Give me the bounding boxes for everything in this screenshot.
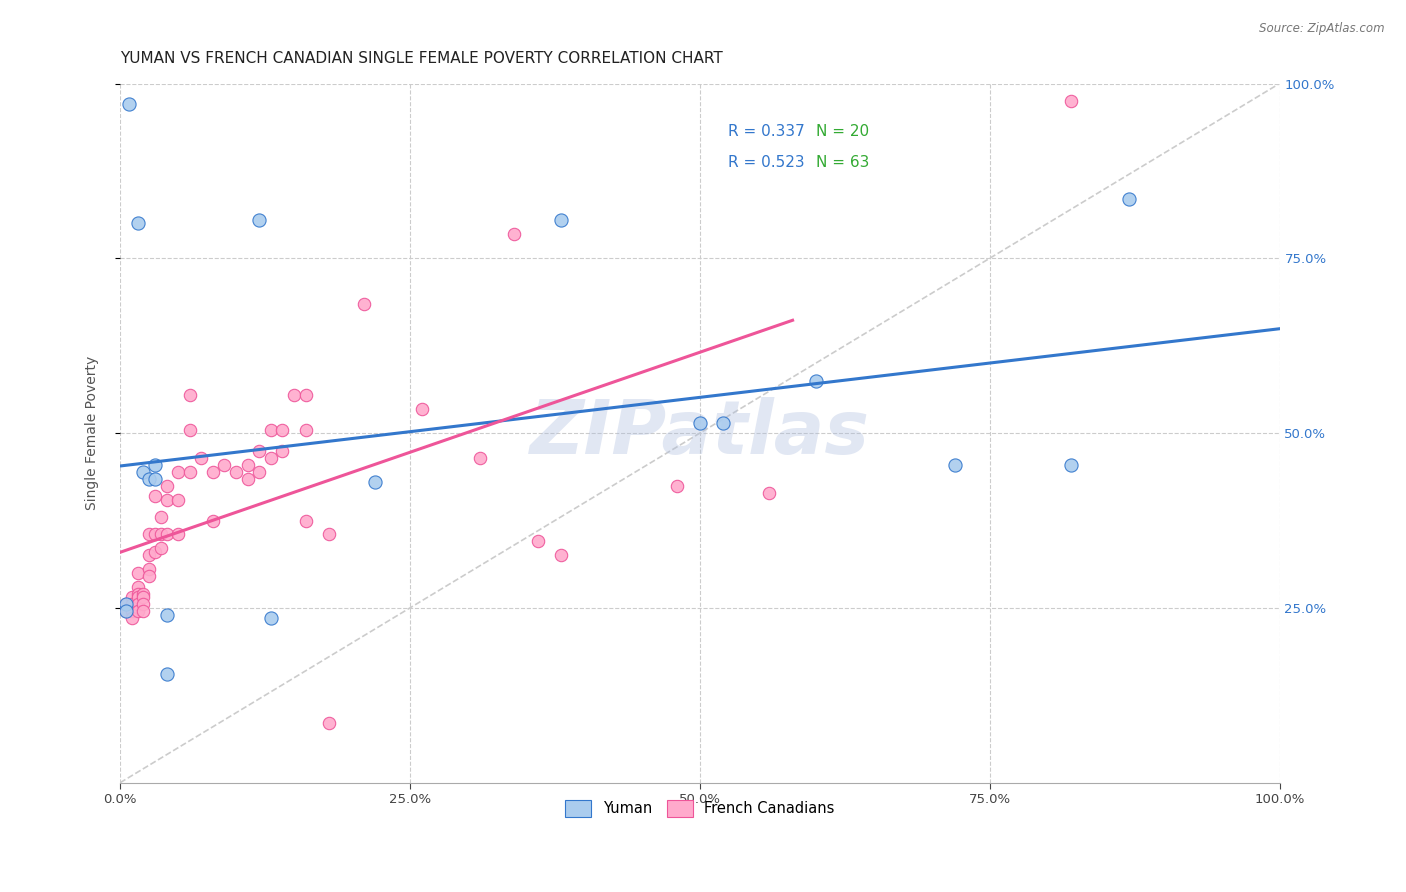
Point [318,527,340,541]
Point [294,514,316,528]
Point [118,97,141,112]
Point [550,549,572,563]
Text: R = 0.337: R = 0.337 [728,124,804,139]
Text: ZIPatlas: ZIPatlas [530,397,870,469]
Point [143,458,166,472]
Point [294,387,316,401]
Point [143,489,166,503]
Point [155,478,177,492]
Point [115,598,138,612]
Point [236,458,259,472]
Point [364,475,387,489]
Point [526,534,548,549]
Point [127,598,149,612]
Point [115,604,138,618]
Point [179,423,201,437]
Point [132,465,155,479]
Point [804,374,827,388]
Text: Source: ZipAtlas.com: Source: ZipAtlas.com [1260,22,1385,36]
Point [190,450,212,465]
Point [1060,458,1083,472]
Text: N = 63: N = 63 [817,155,870,170]
Text: N = 20: N = 20 [817,124,869,139]
Point [260,450,283,465]
Point [283,387,305,401]
Point [271,443,294,458]
Point [247,212,270,227]
Legend: Yuman, French Canadians: Yuman, French Canadians [558,793,842,824]
Point [179,387,201,401]
Point [214,458,236,472]
Y-axis label: Single Female Poverty: Single Female Poverty [86,356,100,510]
Point [943,458,966,472]
Point [127,591,149,605]
Point [236,471,259,485]
Point [127,566,149,580]
Point [155,667,177,681]
Point [143,527,166,541]
Point [149,527,172,541]
Point [155,492,177,507]
Point [1060,94,1083,108]
Point [503,227,526,241]
Text: R = 0.523: R = 0.523 [728,155,804,170]
Point [138,569,160,583]
Point [711,416,734,430]
Point [689,416,711,430]
Point [201,465,224,479]
Point [318,716,340,731]
Point [550,212,572,227]
Point [468,450,491,465]
Point [179,465,201,479]
Point [138,549,160,563]
Point [149,541,172,556]
Point [121,598,143,612]
Point [155,607,177,622]
Point [271,423,294,437]
Point [260,611,283,625]
Point [138,562,160,576]
Point [167,465,190,479]
Point [294,423,316,437]
Point [247,443,270,458]
Point [132,587,155,601]
Point [127,587,149,601]
Point [127,216,149,230]
Point [758,485,780,500]
Point [115,598,138,612]
Point [1118,192,1140,206]
Point [127,580,149,594]
Point [167,492,190,507]
Point [121,611,143,625]
Point [132,604,155,618]
Point [167,527,190,541]
Point [127,604,149,618]
Point [260,423,283,437]
Point [247,465,270,479]
Point [121,604,143,618]
Point [115,604,138,618]
Point [665,478,688,492]
Point [132,598,155,612]
Point [138,527,160,541]
Point [353,297,375,311]
Text: YUMAN VS FRENCH CANADIAN SINGLE FEMALE POVERTY CORRELATION CHART: YUMAN VS FRENCH CANADIAN SINGLE FEMALE P… [120,51,723,66]
Point [121,591,143,605]
Point [411,401,433,416]
Point [138,471,160,485]
Point [143,545,166,559]
Point [155,527,177,541]
Point [225,465,247,479]
Point [132,591,155,605]
Point [201,514,224,528]
Point [143,471,166,485]
Point [149,510,172,524]
